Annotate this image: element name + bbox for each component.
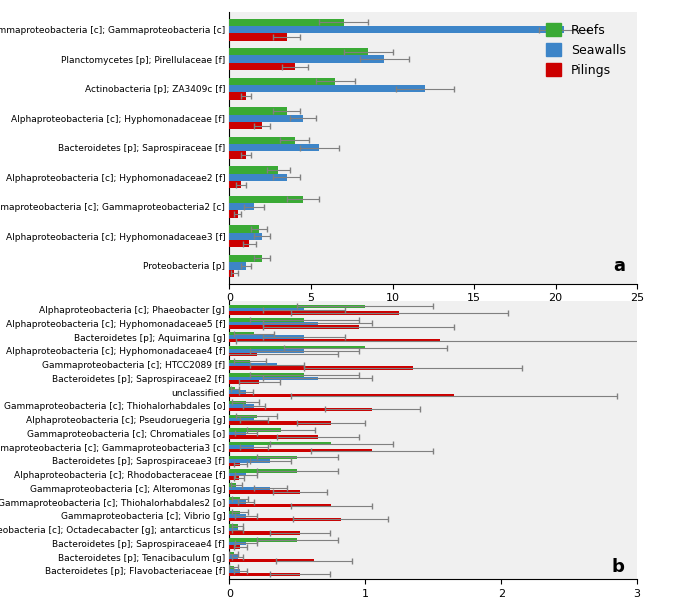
Bar [229,414,257,418]
Bar [229,346,365,349]
Bar [229,459,270,463]
Text: a: a [613,257,625,275]
Bar [229,428,281,432]
Bar [229,421,332,425]
Bar [229,545,240,549]
Bar [229,339,440,342]
Bar [229,432,246,435]
Bar [229,442,332,445]
Bar [229,394,453,398]
Bar [229,225,259,233]
Bar [229,262,246,270]
Bar [229,390,246,394]
Bar [229,174,286,181]
Bar [229,181,241,189]
Bar [229,115,303,122]
Bar [229,518,341,521]
Bar [229,569,240,573]
Bar [229,510,240,514]
Bar [229,122,262,130]
Bar [229,26,564,33]
Bar [229,144,319,152]
Bar [229,85,425,93]
Bar [229,203,254,211]
Bar [229,401,246,404]
Bar [229,408,372,411]
Legend: Reefs, Seawalls, Pilings: Reefs, Seawalls, Pilings [540,18,631,82]
Bar [229,487,270,490]
Bar [229,404,254,408]
Bar [229,524,238,528]
Bar [229,463,240,466]
Bar [229,233,262,240]
Bar [229,312,399,315]
Bar [229,56,384,63]
Bar [229,325,358,328]
Bar [229,483,236,487]
Bar [229,456,297,459]
Bar [229,469,297,473]
Bar [229,332,254,336]
Bar [229,255,262,262]
Bar [229,566,234,569]
Bar [229,541,246,545]
Bar [229,78,336,85]
Bar [229,166,278,174]
Bar [229,445,254,449]
Bar [229,538,297,541]
Bar [229,504,332,507]
Text: b: b [612,558,625,576]
Bar [229,500,246,504]
Bar [229,377,318,380]
Bar [229,373,304,377]
Bar [229,555,238,559]
Bar [229,473,246,476]
Bar [229,33,286,41]
Bar [229,435,318,439]
Bar [229,152,246,159]
Bar [229,63,295,70]
Bar [229,349,304,353]
Bar [229,318,304,322]
Bar [229,573,300,576]
Bar [229,531,300,535]
Bar [229,19,344,26]
Bar [229,196,303,203]
Bar [229,322,318,325]
Bar [229,93,246,100]
Bar [229,449,372,453]
Bar [229,359,250,363]
Bar [229,240,249,247]
Bar [229,336,304,339]
Bar [229,514,246,518]
Bar [229,497,240,500]
Bar [229,363,277,367]
Bar [229,48,368,56]
Bar [229,490,300,494]
Bar [229,552,234,555]
Bar [229,476,239,480]
Bar [229,304,365,308]
Bar [229,211,238,218]
Bar [229,380,260,384]
Bar [229,559,314,562]
Bar [229,137,295,144]
Bar [229,367,413,370]
Bar [229,270,234,277]
Bar [229,387,235,390]
Bar [229,528,238,531]
Bar [229,353,257,356]
Bar [229,308,304,312]
Bar [229,418,254,421]
Bar [229,107,286,115]
